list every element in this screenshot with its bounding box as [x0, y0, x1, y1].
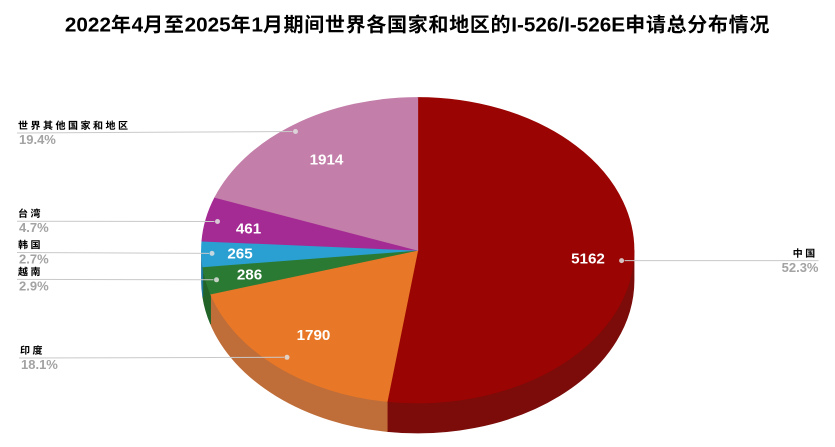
svg-text:265: 265 — [227, 246, 253, 263]
svg-text:2.9%: 2.9% — [19, 278, 49, 293]
svg-text:1790: 1790 — [297, 327, 331, 344]
svg-text:461: 461 — [236, 221, 262, 238]
svg-text:1: 1 — [251, 14, 263, 37]
svg-text:1914: 1914 — [310, 151, 344, 168]
svg-text:18.1%: 18.1% — [21, 357, 58, 372]
svg-text:19.4%: 19.4% — [19, 132, 56, 147]
svg-text:286: 286 — [237, 267, 262, 284]
svg-text:4: 4 — [132, 14, 144, 37]
svg-text:2022: 2022 — [65, 14, 111, 37]
svg-text:2025: 2025 — [185, 14, 231, 37]
svg-text:5162: 5162 — [571, 251, 605, 268]
svg-text:52.3%: 52.3% — [782, 260, 819, 275]
svg-text:4.7%: 4.7% — [19, 220, 49, 235]
svg-text:2.7%: 2.7% — [19, 252, 49, 267]
svg-text:I-526/I-526E: I-526/I-526E — [511, 14, 625, 37]
